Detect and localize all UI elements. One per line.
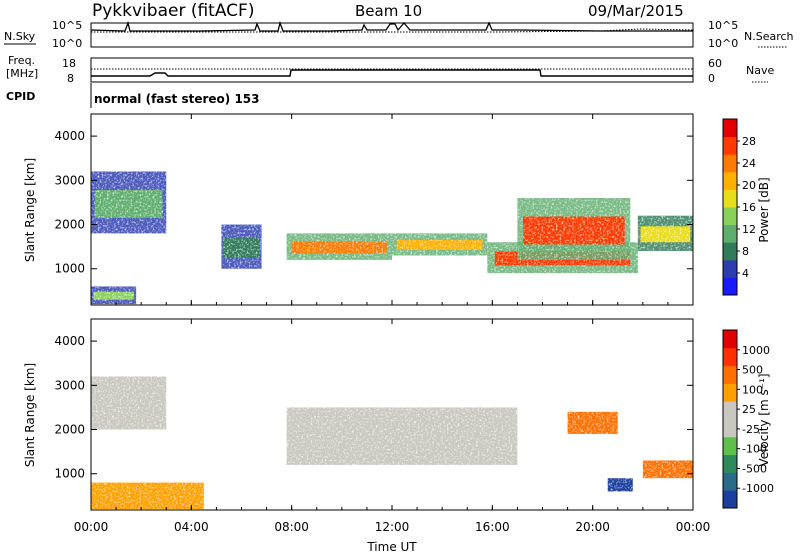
- colorbar-segment: [723, 119, 737, 138]
- colorbar-segment: [723, 419, 737, 438]
- colorbar-segment: [723, 472, 737, 491]
- y-tick-label: 2000: [54, 218, 85, 232]
- colorbar-tick-label: -100: [742, 443, 767, 456]
- x-tick-label: 04:00: [174, 520, 209, 534]
- nsearch-label: N.Search: [744, 30, 794, 43]
- colorbar-tick-label: 12: [742, 223, 756, 236]
- colorbar-segment: [723, 383, 737, 402]
- nsky-strip: N.Sky 10^5 10^0 N.Search 10^5 10^0: [4, 19, 794, 50]
- power-y-ticks: 4000 3000 2000 1000: [54, 129, 693, 276]
- nsearch-tick-high: 10^5: [708, 19, 738, 32]
- colorbar-tick-label: -25: [742, 423, 760, 436]
- nsky-tick-high: 10^5: [52, 19, 82, 32]
- colorbar-tick-label: -1000: [742, 482, 774, 495]
- y-tick-label: 3000: [54, 173, 85, 187]
- velocity-ylabel: Slant Range [km]: [23, 363, 37, 467]
- freq-tick-high: 18: [62, 57, 76, 70]
- beam-title: Beam 10: [355, 2, 422, 20]
- power-colorbar: 28 24 20 16 12 8 4: [722, 118, 756, 296]
- colorbar-segment: [723, 347, 737, 367]
- colorbar-tick-label: 500: [742, 364, 763, 377]
- colorbar-tick-label: 28: [742, 135, 756, 148]
- y-tick-label: 1000: [54, 262, 85, 276]
- colorbar-tick-label: 24: [742, 157, 756, 170]
- freq-unit: [MHz]: [6, 67, 38, 80]
- cpid-label: CPID: [6, 90, 35, 103]
- x-tick-label: 00:00: [676, 520, 711, 534]
- nave-tick-high: 60: [708, 57, 722, 70]
- colorbar-segment: [723, 224, 737, 243]
- power-panel: 4000 3000 2000 1000 Slant Range [km]: [23, 113, 694, 306]
- date-title: 09/Mar/2015: [588, 2, 684, 20]
- nsky-label: N.Sky: [4, 30, 36, 43]
- velocity-panel: 4000 3000 2000 1000 Slant Range [km]: [23, 318, 694, 511]
- freq-line: [91, 69, 693, 77]
- y-tick-label: 2000: [54, 423, 85, 437]
- colorbar-tick-label: 20: [742, 179, 756, 192]
- colorbar-segment: [723, 454, 737, 473]
- power-speckle: [91, 114, 693, 305]
- freq-strip: Freq. [MHz] 18 8 60 0 Nave: [6, 54, 774, 85]
- nsky-tick-low: 10^0: [52, 37, 82, 50]
- time-axis-label: Time UT: [366, 540, 417, 554]
- colorbar-tick-label: -500: [742, 462, 767, 475]
- nsky-frame: [90, 22, 694, 48]
- velocity-y-ticks: 4000 3000 2000 1000: [54, 334, 693, 481]
- colorbar-segment: [723, 136, 737, 155]
- colorbar-tick-label: 1000: [742, 344, 770, 357]
- colorbar-tick-label: 100: [742, 383, 763, 396]
- velocity-colorbar-label: Velocity [m s⁻¹]: [757, 373, 771, 466]
- colorbar-tick-label: 16: [742, 201, 756, 214]
- freq-label: Freq.: [8, 54, 35, 67]
- cpid-text: normal (fast stereo) 153: [94, 92, 260, 106]
- colorbar-segment: [723, 189, 737, 208]
- colorbar-tick-label: 8: [742, 245, 749, 258]
- x-tick-label: 08:00: [274, 520, 309, 534]
- colorbar-segment: [723, 242, 737, 261]
- y-tick-label: 4000: [54, 129, 85, 143]
- colorbar-segment: [723, 277, 737, 296]
- colorbar-segment: [723, 171, 737, 190]
- station-title: Pykkvibaer (fitACF): [92, 1, 254, 21]
- nsky-line: [90, 20, 693, 32]
- colorbar-segment: [723, 365, 737, 384]
- power-ylabel: Slant Range [km]: [23, 158, 37, 262]
- colorbar-segment: [723, 436, 737, 456]
- colorbar-segment: [723, 154, 737, 173]
- colorbar-frame: [722, 329, 738, 509]
- x-tick-label: 12:00: [375, 520, 410, 534]
- colorbar-segment: [723, 259, 737, 278]
- freq-tick-low: 8: [67, 72, 74, 85]
- x-tick-label: 00:00: [74, 520, 109, 534]
- freq-frame: [90, 57, 694, 83]
- colorbar-segment: [723, 207, 737, 226]
- x-tick-label: 16:00: [475, 520, 510, 534]
- time-axis: 00:00 04:00 08:00 12:00 16:00 20:00 00:00: [74, 114, 711, 534]
- colorbar-tick-label: 4: [742, 267, 749, 280]
- y-tick-label: 4000: [54, 334, 85, 348]
- colorbar-segment: [723, 490, 737, 509]
- colorbar-tick-label: 25: [742, 403, 756, 416]
- colorbar-segment: [723, 330, 737, 349]
- nave-tick-low: 0: [708, 72, 715, 85]
- colorbar-segment: [723, 401, 737, 420]
- x-tick-label: 20:00: [575, 520, 610, 534]
- nsearch-tick-low: 10^0: [708, 37, 738, 50]
- power-colorbar-label: Power [dB]: [757, 177, 771, 242]
- velocity-colorbar: 1000 500 100 25 -25 -100 -500 -1000: [722, 329, 774, 509]
- velocity-speckle: [91, 319, 693, 510]
- y-tick-label: 3000: [54, 378, 85, 392]
- y-tick-label: 1000: [54, 467, 85, 481]
- nave-label: Nave: [746, 64, 774, 77]
